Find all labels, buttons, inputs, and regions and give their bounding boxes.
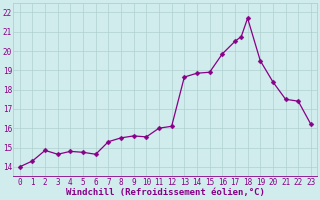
X-axis label: Windchill (Refroidissement éolien,°C): Windchill (Refroidissement éolien,°C) <box>66 188 265 197</box>
